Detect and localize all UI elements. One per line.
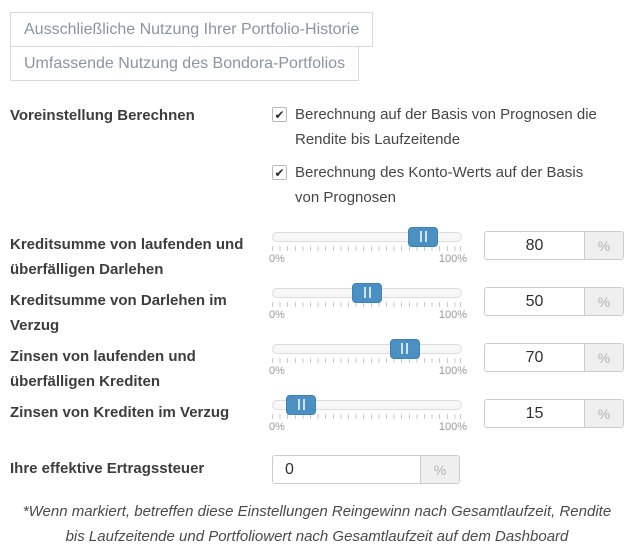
- slider-row-current-overdue-principal: Kreditsumme von laufenden und überfällig…: [10, 227, 624, 287]
- footnote: *Wenn markiert, betreffen diese Einstell…: [22, 503, 612, 545]
- checkbox-checked-icon[interactable]: ✔: [272, 165, 287, 180]
- checkbox-account-value-label: Berechnung des Konto-Werts auf der Basis…: [295, 164, 584, 206]
- slider-value-input[interactable]: [485, 288, 584, 315]
- checkbox-account-value[interactable]: ✔ Berechnung des Konto-Werts auf der Bas…: [272, 160, 602, 210]
- checkbox-checked-icon[interactable]: ✔: [272, 107, 287, 122]
- tax-label: Ihre effektive Ertragssteuer: [10, 460, 205, 477]
- percent-suffix: %: [584, 288, 623, 315]
- slider-track[interactable]: [272, 339, 462, 359]
- slider-ruler: [272, 246, 461, 251]
- slider-ruler: [272, 302, 461, 307]
- preset-section: Voreinstellung Berechnen ✔ Berechnung au…: [10, 102, 624, 218]
- preset-label: Voreinstellung Berechnen: [10, 107, 195, 124]
- checkbox-forecast-yield[interactable]: ✔ Berechnung auf der Basis von Prognosen…: [272, 102, 602, 152]
- slider-value-input[interactable]: [485, 400, 584, 427]
- portfolio-history-button[interactable]: Ausschließliche Nutzung Ihrer Portfolio-…: [10, 12, 374, 47]
- slider-section: Kreditsumme von laufenden und überfällig…: [10, 227, 624, 484]
- slider-label: Zinsen von laufenden und überfälligen Kr…: [10, 348, 196, 390]
- slider-max-label: 100%: [438, 309, 467, 321]
- slider-label: Kreditsumme von laufenden und überfällig…: [10, 236, 244, 278]
- slider-handle[interactable]: [389, 339, 420, 359]
- percent-suffix: %: [420, 456, 459, 483]
- slider-row-overdue-principal: Kreditsumme von Darlehen im Verzug 0% 10…: [10, 283, 624, 343]
- slider-track[interactable]: [272, 227, 462, 247]
- bondora-portfolio-button[interactable]: Umfassende Nutzung des Bondora-Portfolio…: [10, 46, 360, 81]
- slider-label: Kreditsumme von Darlehen im Verzug: [10, 292, 227, 334]
- checkbox-forecast-yield-label: Berechnung auf der Basis von Prognosen d…: [295, 106, 597, 148]
- slider-min-label: 0%: [269, 421, 285, 433]
- slider-handle[interactable]: [352, 283, 382, 303]
- tax-input[interactable]: [273, 456, 420, 483]
- percent-suffix: %: [584, 232, 623, 259]
- tax-row: Ihre effektive Ertragssteuer %: [10, 455, 624, 484]
- percent-suffix: %: [584, 344, 623, 371]
- slider-grip-icon: [401, 343, 409, 354]
- slider-ruler: [272, 414, 461, 419]
- slider-min-label: 0%: [269, 365, 285, 377]
- slider-track[interactable]: [272, 395, 462, 415]
- slider-max-label: 100%: [438, 365, 467, 377]
- slider-min-label: 0%: [269, 253, 285, 265]
- slider-grip-icon: [419, 231, 427, 242]
- slider-max-label: 100%: [438, 421, 467, 433]
- percent-suffix: %: [584, 400, 623, 427]
- slider-handle[interactable]: [408, 227, 439, 247]
- slider-track[interactable]: [272, 283, 462, 303]
- slider-value-input[interactable]: [485, 344, 584, 371]
- slider-grip-icon: [363, 287, 371, 298]
- slider-handle[interactable]: [286, 395, 317, 415]
- slider-value-input[interactable]: [485, 232, 584, 259]
- slider-ruler: [272, 358, 461, 363]
- slider-row-current-overdue-interest: Zinsen von laufenden und überfälligen Kr…: [10, 339, 624, 399]
- slider-row-overdue-interest: Zinsen von Krediten im Verzug 0% 100% %: [10, 395, 624, 455]
- slider-grip-icon: [297, 399, 305, 410]
- slider-label: Zinsen von Krediten im Verzug: [10, 404, 230, 421]
- slider-max-label: 100%: [438, 253, 467, 265]
- slider-min-label: 0%: [269, 309, 285, 321]
